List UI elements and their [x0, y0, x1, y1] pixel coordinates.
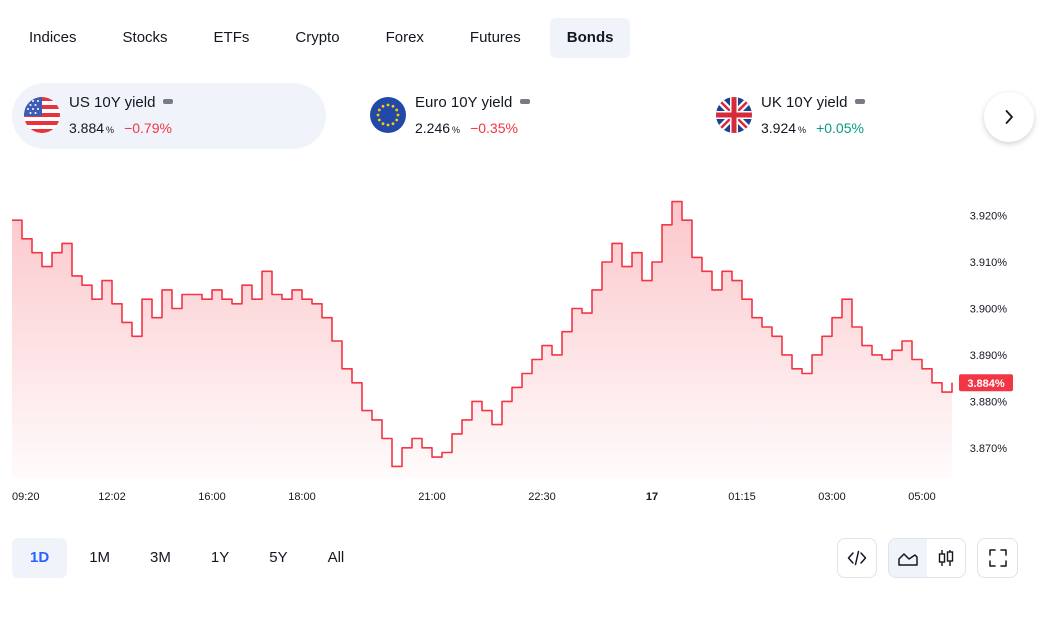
y-tick-label: 3.910%: [970, 257, 1008, 269]
chart-style-toggle: [888, 538, 966, 578]
fullscreen-icon: [988, 549, 1007, 567]
x-tick-label: 22:30: [528, 491, 556, 503]
tab-futures[interactable]: Futures: [469, 29, 521, 46]
ticker-card-us-10y[interactable]: US 10Y yield 3.884% −0.79%: [12, 83, 326, 149]
x-tick-label: 09:20: [12, 491, 40, 503]
ticker-change: +0.05%: [816, 120, 864, 136]
status-dash-icon: [855, 98, 866, 104]
yield-chart[interactable]: 3.920% 3.910% 3.900% 3.890% 3.880% 3.870% 09:…: [0, 170, 1043, 515]
range-all[interactable]: All: [327, 549, 345, 566]
eu-flag-icon: [370, 97, 406, 133]
ticker-value: 3.924% +0.05%: [761, 120, 864, 136]
ticker-card-euro-10y[interactable]: Euro 10Y yield 2.246% −0.35%: [358, 83, 672, 149]
area-style-button[interactable]: [889, 539, 927, 577]
x-tick-label: 21:00: [418, 491, 446, 503]
chart-series-line: [12, 200, 953, 468]
range-3m[interactable]: 3M: [150, 549, 171, 566]
x-tick-label: 12:02: [98, 491, 126, 503]
embed-code-button[interactable]: [837, 538, 877, 578]
y-tick-label: 3.880%: [970, 396, 1008, 408]
market-tabs: Indices Stocks ETFs Crypto Forex Futures…: [12, 18, 642, 58]
candle-style-button[interactable]: [927, 539, 965, 577]
y-tick-label: 3.870%: [970, 443, 1008, 455]
x-tick-label: 18:00: [288, 491, 316, 503]
tab-stocks[interactable]: Stocks: [122, 29, 168, 46]
tab-forex[interactable]: Forex: [385, 29, 424, 46]
last-value-label: 3.884%: [967, 378, 1005, 390]
range-1m[interactable]: 1M: [89, 549, 111, 566]
ticker-value: 2.246% −0.35%: [415, 120, 518, 136]
tab-bonds[interactable]: Bonds: [549, 18, 631, 58]
y-tick-label: 3.900%: [970, 303, 1008, 315]
last-value-badge: 3.884%: [959, 374, 1013, 392]
ticker-value: 3.884% −0.79%: [69, 120, 172, 136]
y-tick-label: 3.890%: [970, 350, 1008, 362]
x-tick-label: 03:00: [818, 491, 846, 503]
status-dash-icon: [520, 98, 531, 104]
fullscreen-button[interactable]: [977, 538, 1018, 578]
ticker-change: −0.79%: [124, 120, 172, 136]
x-tick-label: 01:15: [728, 491, 756, 503]
tab-etfs[interactable]: ETFs: [213, 29, 250, 46]
x-tick-label: 05:00: [908, 491, 936, 503]
range-1d[interactable]: 1D: [12, 538, 68, 578]
status-dash-icon: [163, 98, 174, 104]
x-tick-label: 16:00: [198, 491, 226, 503]
range-selector: 1D 1M 3M 1Y 5Y All: [12, 538, 366, 578]
next-cards-button[interactable]: [984, 92, 1034, 142]
chevron-right-icon: [1005, 110, 1013, 124]
y-tick-label: 3.920%: [970, 211, 1008, 223]
ticker-card-uk-10y[interactable]: UK 10Y yield 3.924% +0.05%: [704, 83, 984, 149]
tab-indices[interactable]: Indices: [29, 29, 77, 46]
us-flag-icon: [24, 97, 60, 133]
range-5y[interactable]: 5Y: [269, 549, 288, 566]
x-tick-label: 17: [646, 491, 658, 503]
candlestick-icon: [938, 550, 954, 566]
range-1y[interactable]: 1Y: [210, 549, 230, 566]
tab-crypto[interactable]: Crypto: [295, 29, 340, 46]
area-chart-icon: [898, 553, 918, 566]
ticker-cards: US 10Y yield 3.884% −0.79% Euro 10Y yield…: [12, 83, 1032, 149]
chart-canvas: 3.920% 3.910% 3.900% 3.890% 3.880% 3.870% 09:…: [12, 200, 1013, 503]
ticker-name: UK 10Y yield: [761, 94, 866, 111]
uk-flag-icon: [716, 97, 752, 133]
ticker-name: US 10Y yield: [69, 94, 174, 111]
ticker-change: −0.35%: [470, 120, 518, 136]
ticker-name: Euro 10Y yield: [415, 94, 531, 111]
code-icon: [847, 550, 867, 566]
chart-area-fill: [12, 201, 952, 478]
